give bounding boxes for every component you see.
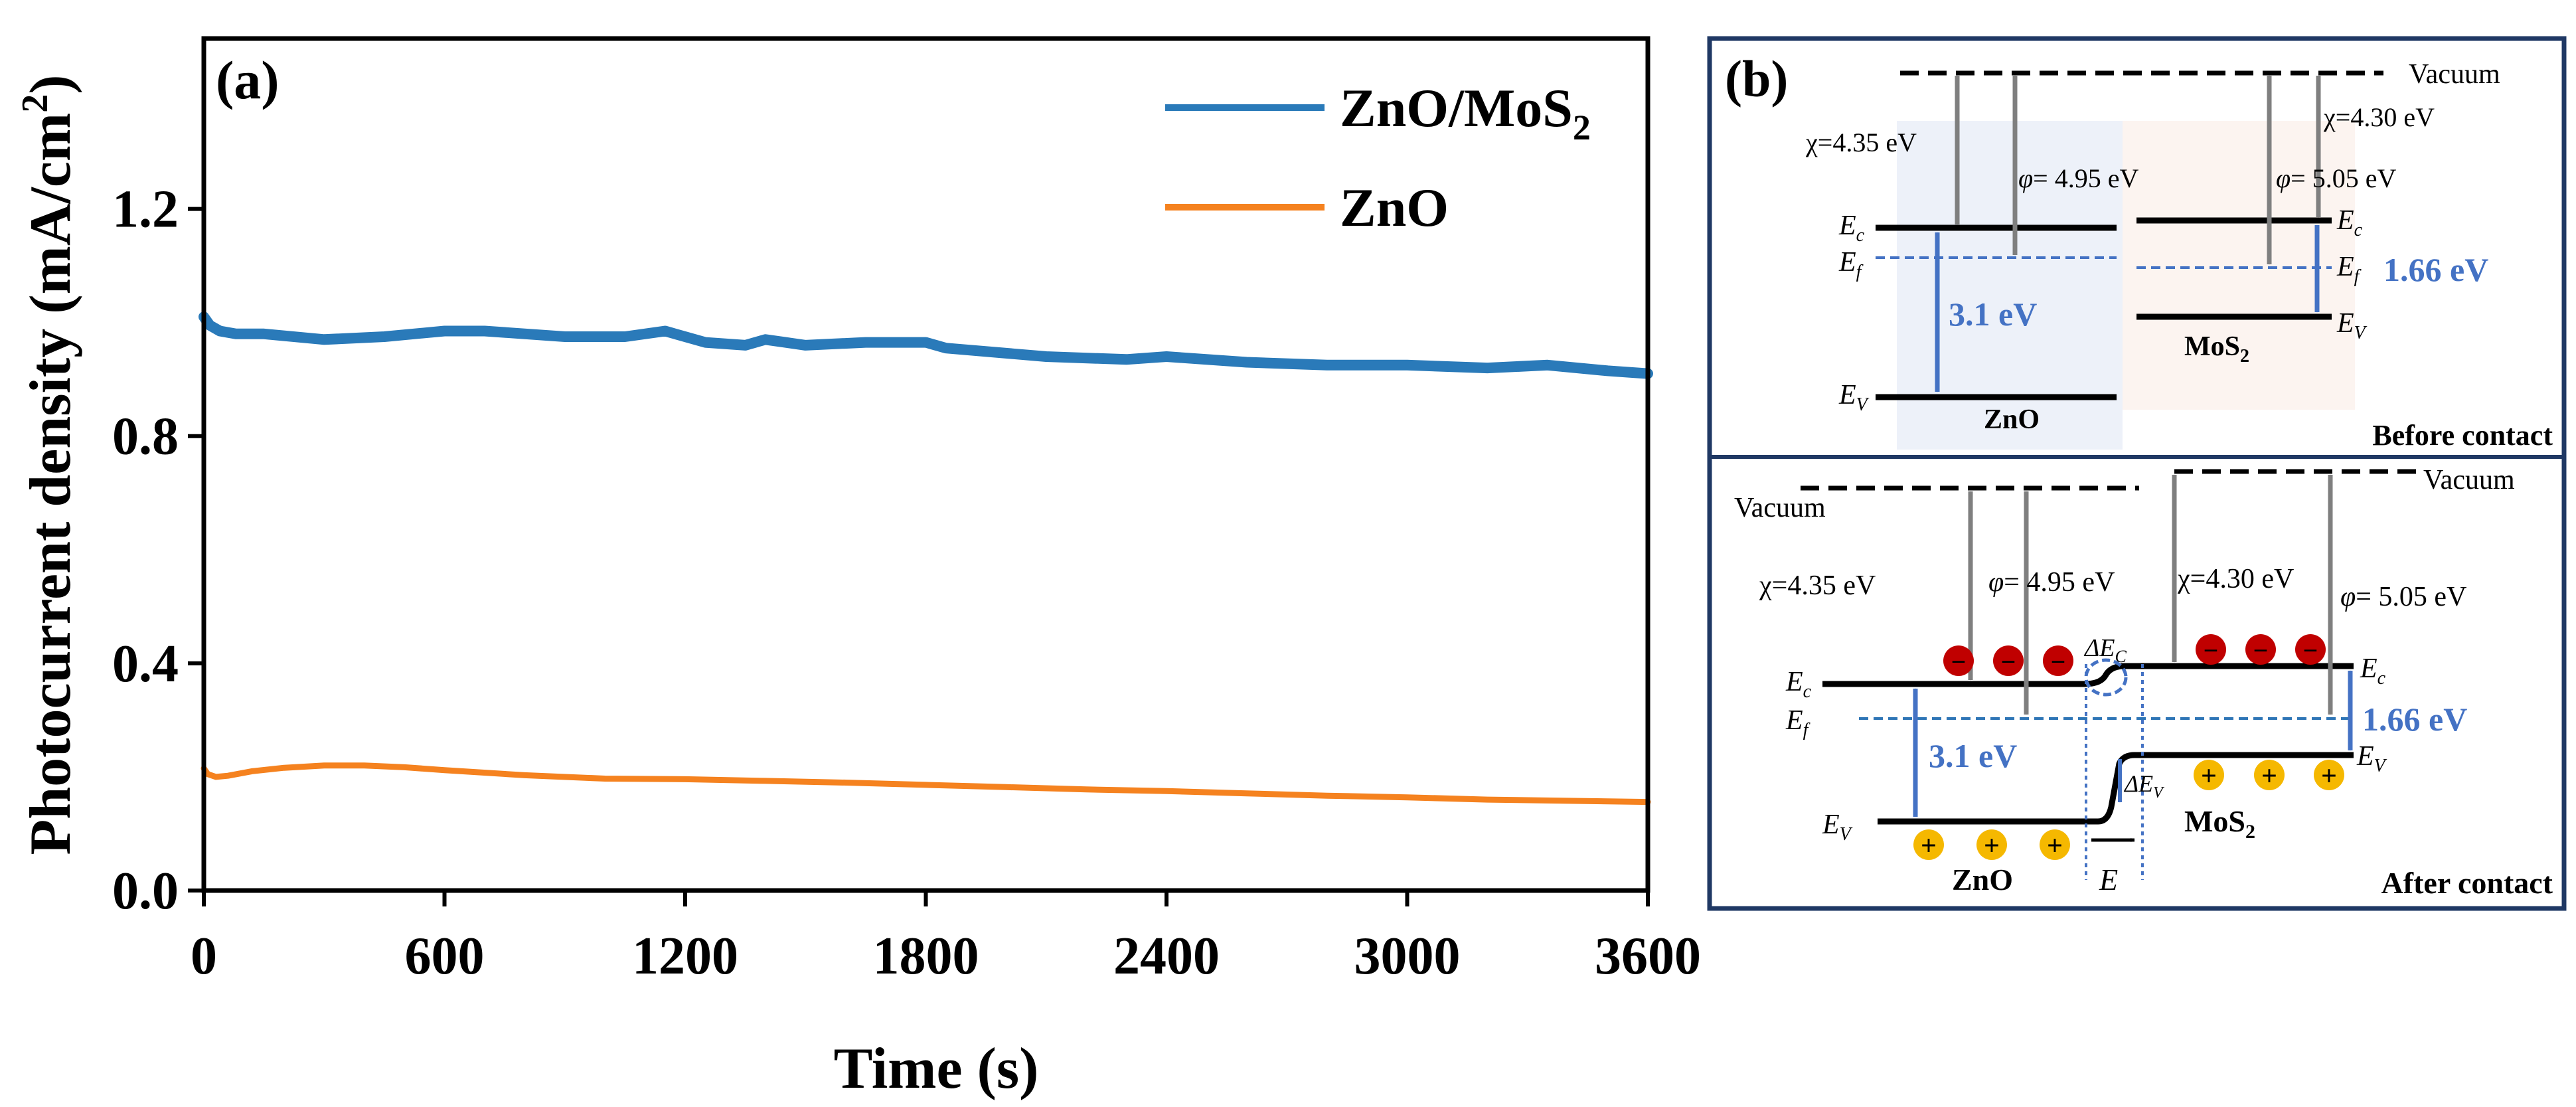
svg-text:−: − <box>1951 647 1967 677</box>
svg-text:−: − <box>2303 636 2318 665</box>
y-axis-label-sup: 2 <box>15 94 56 113</box>
x-tick-label: 1800 <box>873 927 979 985</box>
electron: − <box>1993 645 2024 677</box>
electron: − <box>2245 634 2276 665</box>
x-tick-label: 1200 <box>632 927 738 985</box>
ec-label-right: Ec <box>2336 205 2363 240</box>
y-axis-label-main: Photocurrent density (mA/cm <box>19 113 83 855</box>
svg-text:+: + <box>2047 831 2063 861</box>
ev-label-left-after: EV <box>1822 809 1853 845</box>
panel-label-b: (b) <box>1725 50 1788 108</box>
electron: − <box>1943 645 1974 677</box>
series-line-zno-mos2 <box>199 311 1653 379</box>
zno-gap-label: 3.1 eV <box>1949 296 2037 333</box>
y-ticks: 0.0 0.4 0.8 1.2 <box>112 181 204 920</box>
y-tick-label: 0.4 <box>112 635 179 693</box>
hole: + <box>2040 829 2070 861</box>
svg-text:+: + <box>1984 831 2000 861</box>
before-contact-diagram: Vacuum χ=4.35 eV φ= 4.95 eV χ=4.30 eV φ=… <box>1805 59 2553 452</box>
chi-mos2-label-after: χ=4.30 eV <box>2177 564 2294 594</box>
hole: + <box>1913 829 1944 861</box>
electron: − <box>2295 634 2326 665</box>
vacuum-label-right-after: Vacuum <box>2423 465 2515 495</box>
svg-text:+: + <box>1921 831 1937 861</box>
ev-label-left: EV <box>1838 380 1870 415</box>
panel-b-frame <box>1707 36 2567 911</box>
chi-zno-label-after: χ=4.35 eV <box>1759 570 1876 601</box>
y-tick-label: 0.0 <box>112 862 179 920</box>
valence-band-after <box>1878 752 2354 825</box>
zno-material-label: ZnO <box>1984 404 2040 435</box>
ev-label-right-after: EV <box>2356 741 2387 776</box>
phi-mos2-label-after: φ= 5.05 eV <box>2340 582 2466 612</box>
svg-text:+: + <box>2261 761 2277 792</box>
mos2-gap-label-after: 1.66 eV <box>2362 701 2467 738</box>
legend: ZnO/MoS2 ZnO <box>1165 78 1591 238</box>
phi-zno-label-after: φ= 4.95 eV <box>1988 567 2115 598</box>
x-tick-label: 2400 <box>1113 927 1220 985</box>
series-line-zno <box>201 762 1651 806</box>
electron: − <box>2043 645 2073 677</box>
x-axis-label: Time (s) <box>834 1037 1039 1101</box>
panel-label-a: (a) <box>216 50 280 110</box>
svg-text:−: − <box>2051 647 2066 677</box>
band-diagram-panel: (b) Vacuum χ=4.35 eV φ= 4.9 <box>1707 36 2567 911</box>
field-label: E <box>2099 863 2118 896</box>
phi-zno-label: φ= 4.95 eV <box>2018 163 2138 193</box>
x-tick-label: 0 <box>191 927 217 985</box>
ef-label-left-after: Ef <box>1785 705 1811 740</box>
x-tick-label: 3000 <box>1354 927 1461 985</box>
mos2-gap-label: 1.66 eV <box>2383 251 2488 288</box>
mos2-material-label: MoS2 <box>2184 331 2249 367</box>
vacuum-label-before: Vacuum <box>2409 59 2500 90</box>
delta-ec-label: ΔEC <box>2083 634 2127 666</box>
mos2-material-label-after: MoS2 <box>2184 804 2255 843</box>
hole: + <box>2254 760 2285 792</box>
hole: + <box>2194 760 2224 792</box>
zno-material-label-after: ZnO <box>1952 863 2013 896</box>
svg-text:−: − <box>2253 636 2269 665</box>
electron: − <box>2196 634 2226 665</box>
y-axis-label: Photocurrent density (mA/cm2) <box>15 74 83 855</box>
before-contact-caption: Before contact <box>2372 419 2553 452</box>
series-layer <box>199 311 1653 806</box>
ef-label-right: Ef <box>2336 252 2362 287</box>
ec-label-left: Ec <box>1838 211 1865 246</box>
phi-mos2-label: φ= 5.05 eV <box>2276 163 2396 193</box>
electron-group: − − − − − − <box>1943 634 2326 677</box>
x-tick-label: 3600 <box>1595 927 1701 985</box>
interface-notch <box>2084 658 2128 697</box>
legend-label-zno: ZnO <box>1340 177 1449 238</box>
hole: + <box>2314 760 2344 792</box>
svg-text:+: + <box>2201 761 2217 792</box>
after-contact-caption: After contact <box>2381 866 2553 900</box>
x-tick-label: 600 <box>405 927 485 985</box>
svg-text:+: + <box>2321 761 2337 792</box>
ec-label-left-after: Ec <box>1785 667 1812 702</box>
delta-ev-label: ΔEV <box>2123 770 2164 802</box>
y-tick-label: 0.8 <box>112 408 179 466</box>
ev-label-right: EV <box>2336 308 2368 343</box>
y-tick-label: 1.2 <box>112 181 179 239</box>
chi-mos2-label: χ=4.30 eV <box>2323 102 2435 132</box>
plot-frame <box>201 36 1650 893</box>
hole-group: + + + + + + <box>1913 760 2344 861</box>
hole: + <box>1976 829 2007 861</box>
chi-zno-label: χ=4.35 eV <box>1805 128 1917 157</box>
ef-label-left: Ef <box>1838 247 1864 282</box>
ec-label-right-after: Ec <box>2360 653 2386 689</box>
svg-text:−: − <box>2001 647 2016 677</box>
legend-label-zno-mos2: ZnO/MoS2 <box>1340 78 1591 147</box>
y-axis-label-close: ) <box>19 74 83 94</box>
svg-text:−: − <box>2204 636 2219 665</box>
chart-a: 0 600 1200 1800 2400 3000 3600 0.0 0.4 0.8 1.2 (a… <box>15 36 1701 1101</box>
x-ticks: 0 600 1200 1800 2400 3000 3600 <box>191 891 1701 985</box>
zno-gap-label-after: 3.1 eV <box>1929 737 2017 774</box>
vacuum-label-left-after: Vacuum <box>1734 493 1826 523</box>
after-contact-diagram: Vacuum Vacuum − − − <box>1734 465 2553 900</box>
